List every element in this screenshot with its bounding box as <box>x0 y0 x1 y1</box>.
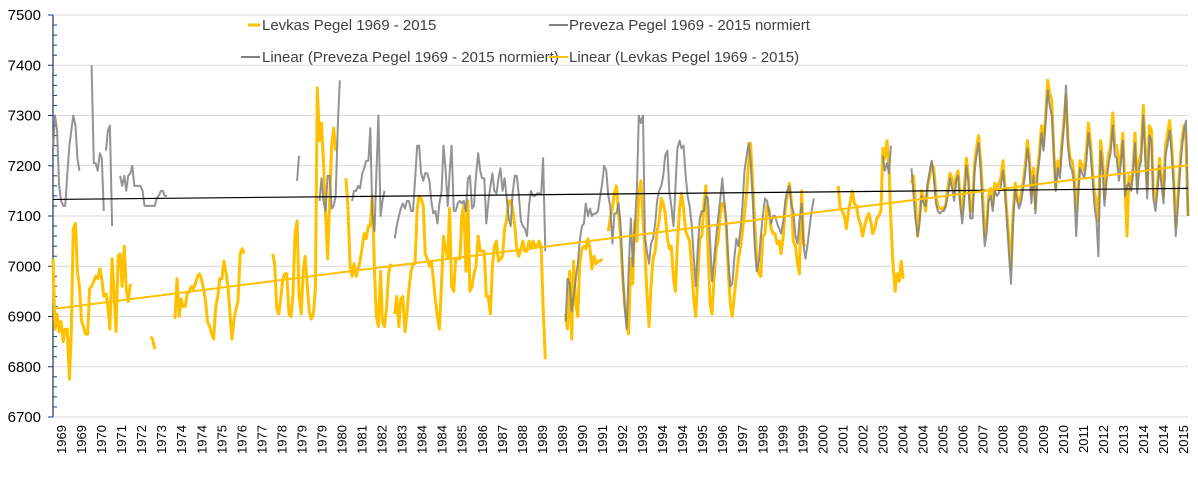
x-tick-label: 2013 <box>1116 425 1131 454</box>
x-tick-label: 1988 <box>515 425 530 454</box>
x-tick-label: 1987 <box>495 425 510 454</box>
x-tick-label: 1986 <box>475 425 490 454</box>
y-tick-label: 7000 <box>8 258 41 275</box>
x-tick-label: 1985 <box>455 425 470 454</box>
x-tick-label: 2008 <box>996 425 1011 454</box>
x-tick-label: 2010 <box>1056 425 1071 454</box>
x-tick-label: 1979 <box>294 425 309 454</box>
x-tick-label: 1992 <box>615 425 630 454</box>
x-tick-label: 2004 <box>896 425 911 454</box>
plot-area <box>51 65 1190 381</box>
series-line-levkas <box>51 78 1190 381</box>
x-tick-label: 1997 <box>735 425 750 454</box>
x-tick-label: 1981 <box>355 425 370 454</box>
x-tick-label: 1976 <box>234 425 249 454</box>
x-tick-label: 2009 <box>1016 425 1031 454</box>
x-tick-label: 1974 <box>194 425 209 454</box>
y-tick-label: 7200 <box>8 158 41 175</box>
x-tick-label: 2014 <box>1156 425 1171 454</box>
x-tick-label: 1989 <box>555 425 570 454</box>
x-tick-label: 2006 <box>956 425 971 454</box>
x-tick-label: 1978 <box>274 425 289 454</box>
y-tick-label: 6900 <box>8 309 41 326</box>
x-tick-label: 2015 <box>1176 425 1191 454</box>
x-tick-label: 1982 <box>375 425 390 454</box>
y-tick-label: 7100 <box>8 208 41 225</box>
legend-label-preveza: Preveza Pegel 1969 - 2015 normiert <box>569 17 811 34</box>
y-tick-label: 7500 <box>8 7 41 24</box>
x-tick-label: 1990 <box>575 425 590 454</box>
x-tick-label: 1969 <box>54 425 69 454</box>
y-tick-label: 7400 <box>8 57 41 74</box>
x-tick-label: 1973 <box>154 425 169 454</box>
y-axis: 6700 6800 6900 7000 7100 7200 7300 7400 7500 <box>8 7 57 426</box>
x-tick-label: 2004 <box>916 425 931 454</box>
x-tick-label: 1980 <box>335 425 350 454</box>
x-tick-label: 1979 <box>314 425 329 454</box>
legend-label-linear-levkas: Linear (Levkas Pegel 1969 - 2015) <box>569 49 799 66</box>
legend-item-preveza: Preveza Pegel 1969 - 2015 normiert <box>549 17 811 34</box>
x-tick-label: 2011 <box>1076 425 1091 453</box>
legend-label-levkas: Levkas Pegel 1969 - 2015 <box>262 17 436 34</box>
y-tick-label: 6700 <box>8 409 41 426</box>
x-tick-label: 1994 <box>655 425 670 454</box>
x-tick-label: 1994 <box>675 425 690 454</box>
x-tick-label: 1989 <box>535 425 550 454</box>
legend-label-linear-preveza: Linear (Preveza Pegel 1969 - 2015 normie… <box>262 49 559 66</box>
x-tick-label: 2012 <box>1096 425 1111 454</box>
x-tick-label: 1984 <box>435 425 450 454</box>
x-tick-label: 1970 <box>94 425 109 454</box>
x-tick-label: 1998 <box>755 425 770 454</box>
trendline-levkas <box>52 164 1189 310</box>
x-tick-label: 1984 <box>415 425 430 454</box>
legend-item-linear-preveza: Linear (Preveza Pegel 1969 - 2015 normie… <box>241 49 559 66</box>
legend-item-levkas: Levkas Pegel 1969 - 2015 <box>248 17 436 34</box>
legend-item-linear-levkas: Linear (Levkas Pegel 1969 - 2015) <box>549 49 799 66</box>
x-tick-label: 1991 <box>595 425 610 454</box>
x-tick-label: 2005 <box>936 425 951 454</box>
x-tick-label: 1974 <box>174 425 189 454</box>
x-tick-label: 2003 <box>875 425 890 454</box>
x-tick-label: 1983 <box>395 425 410 454</box>
x-tick-label: 1977 <box>254 425 269 454</box>
x-tick-label: 2000 <box>815 425 830 454</box>
x-tick-label: 2001 <box>835 425 850 454</box>
x-tick-label: 1971 <box>114 425 129 454</box>
x-tick-label: 1972 <box>134 425 149 454</box>
x-tick-label: 1975 <box>214 425 229 454</box>
legend: Levkas Pegel 1969 - 2015 Preveza Pegel 1… <box>241 17 811 66</box>
x-tick-label: 1995 <box>695 425 710 454</box>
x-tick-label: 1969 <box>74 425 89 454</box>
x-axis: 1969 1969 1970 1971 1972 1973 1974 1974 1975 1976… <box>54 425 1191 454</box>
x-tick-label: 1999 <box>795 425 810 454</box>
x-tick-label: 2007 <box>976 425 991 454</box>
x-tick-label: 1996 <box>715 425 730 454</box>
y-tick-label: 6800 <box>8 359 41 376</box>
x-tick-label: 2009 <box>1036 425 1051 454</box>
x-tick-label: 2014 <box>1136 425 1151 454</box>
x-tick-label: 1999 <box>775 425 790 454</box>
y-tick-label: 7300 <box>8 108 41 125</box>
x-tick-label: 2002 <box>855 425 870 454</box>
x-tick-label: 1993 <box>635 425 650 454</box>
